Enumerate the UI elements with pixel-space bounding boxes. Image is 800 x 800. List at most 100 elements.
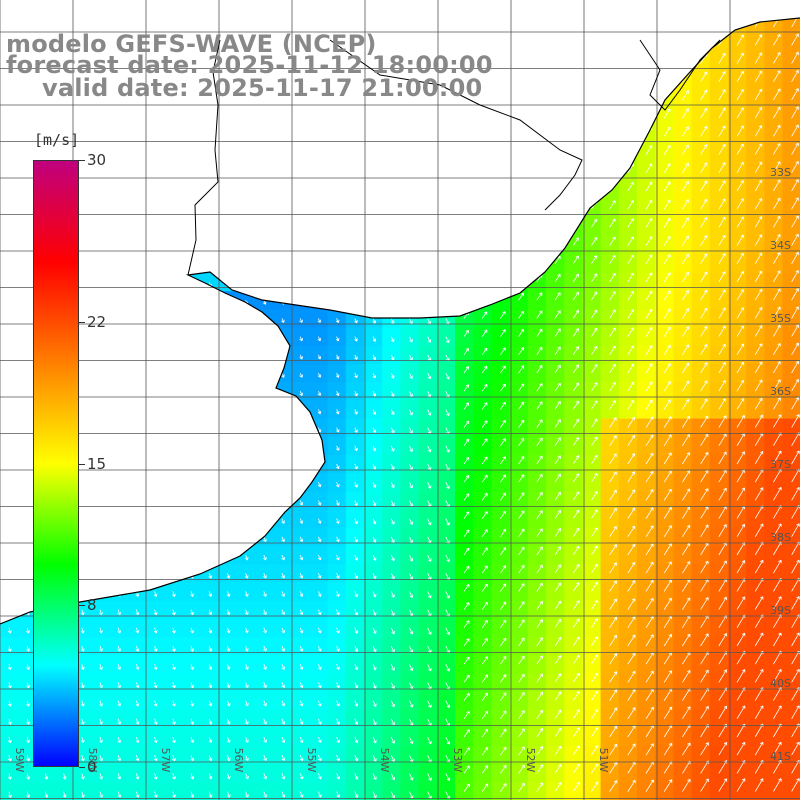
- wind-arrow: [481, 547, 488, 556]
- wind-arrow: [773, 342, 781, 356]
- wind-arrow: [591, 218, 598, 228]
- wind-cell: [218, 782, 238, 800]
- wind-cell: [728, 254, 747, 274]
- wind-arrow: [317, 609, 322, 616]
- wind-arrow: [190, 627, 194, 634]
- wind-cell: [728, 327, 747, 347]
- wind-arrow: [481, 583, 488, 592]
- wind-arrow: [736, 487, 745, 501]
- wind-arrow: [536, 419, 543, 428]
- wind-arrow: [663, 634, 672, 647]
- wind-cell: [455, 709, 474, 729]
- wind-arrow: [572, 509, 580, 519]
- wind-cell: [455, 436, 474, 456]
- wind-arrow: [718, 433, 727, 447]
- wind-arrow: [645, 706, 654, 720]
- wind-arrow: [117, 700, 122, 707]
- wind-cell: [709, 145, 729, 165]
- forecast-date: forecast date: 2025-11-12 18:00:00: [6, 51, 493, 79]
- wind-cell: [764, 728, 784, 747]
- wind-cell: [746, 546, 765, 565]
- wind-arrow: [172, 591, 176, 597]
- wind-arrow: [463, 366, 470, 374]
- wind-arrow: [263, 791, 267, 798]
- wind-arrow: [773, 487, 782, 501]
- wind-arrow: [317, 700, 322, 707]
- wind-arrow: [500, 746, 507, 756]
- longitude-labels: 59W 58W 57W 56W 55W 54W 53W 52W 51W: [13, 748, 610, 773]
- wind-arrow: [627, 218, 634, 228]
- wind-arrow: [663, 254, 671, 265]
- wind-arrow: [518, 510, 525, 519]
- wind-cell: [491, 509, 511, 529]
- wind-cell: [564, 327, 583, 347]
- wind-arrow: [354, 755, 359, 762]
- wind-cell: [491, 418, 511, 438]
- wind-cell: [509, 764, 529, 784]
- wind-arrow: [153, 700, 158, 707]
- wind-cell: [546, 345, 565, 365]
- wind-arrow: [245, 664, 249, 670]
- wind-arrow: [736, 632, 746, 647]
- wind-cell: [455, 327, 474, 347]
- wind-cell: [527, 546, 547, 565]
- wind-arrow: [372, 372, 377, 379]
- wind-cell: [618, 637, 638, 656]
- wind-arrow: [682, 542, 691, 556]
- wind-cell: [546, 564, 565, 583]
- wind-arrow: [627, 652, 636, 665]
- wind-arrow: [481, 656, 488, 665]
- wind-cell: [709, 327, 729, 347]
- wind-arrow: [208, 718, 213, 725]
- wind-arrow: [445, 591, 450, 599]
- wind-arrow: [627, 779, 636, 792]
- lagoa-mirim: [639, 39, 721, 111]
- wind-arrow: [317, 500, 322, 506]
- wind-arrow: [372, 627, 377, 634]
- wind-arrow: [336, 700, 340, 707]
- wind-arrow: [645, 670, 654, 683]
- wind-arrow: [700, 524, 709, 538]
- wind-arrow: [754, 632, 764, 647]
- wind-arrow: [445, 627, 450, 635]
- wind-arrow: [572, 346, 580, 356]
- wind-cell: [582, 746, 602, 765]
- wind-arrow: [390, 391, 395, 397]
- wind-arrow: [153, 609, 158, 616]
- wind-arrow: [682, 126, 689, 137]
- wind-cell: [764, 764, 784, 784]
- wind-cell: [691, 491, 711, 511]
- wind-cell: [782, 436, 800, 456]
- wind-cell: [600, 273, 620, 292]
- wind-arrow: [299, 536, 304, 543]
- wind-cell: [728, 291, 747, 310]
- wind-cell: [728, 691, 747, 711]
- wind-arrow: [682, 308, 689, 319]
- wind-arrow: [354, 627, 359, 634]
- wind-cell: [637, 382, 656, 401]
- wind-arrow: [518, 419, 525, 428]
- wind-cell: [655, 327, 674, 347]
- wind-arrow: [372, 500, 377, 507]
- wind-arrow: [645, 434, 654, 447]
- wind-arrow: [26, 682, 30, 689]
- wind-cell: [509, 673, 529, 693]
- wind-cell: [709, 218, 729, 238]
- wind-cell: [782, 582, 800, 602]
- wind-cell: [782, 145, 800, 165]
- wind-cell: [618, 709, 638, 729]
- wind-arrow: [372, 718, 377, 726]
- wind-cell: [709, 309, 729, 329]
- wind-cell: [564, 291, 583, 310]
- wind-arrow: [318, 718, 322, 725]
- wind-arrow: [335, 391, 340, 397]
- wind-arrow: [281, 627, 286, 634]
- wind-arrow: [500, 492, 506, 501]
- uruguay-river-border: [187, 39, 221, 276]
- wind-arrow: [80, 700, 85, 707]
- wind-arrow: [572, 237, 579, 246]
- wind-cell: [455, 655, 474, 674]
- wind-cell: [546, 291, 565, 310]
- wind-cell: [455, 691, 474, 711]
- wind-arrow: [718, 451, 727, 465]
